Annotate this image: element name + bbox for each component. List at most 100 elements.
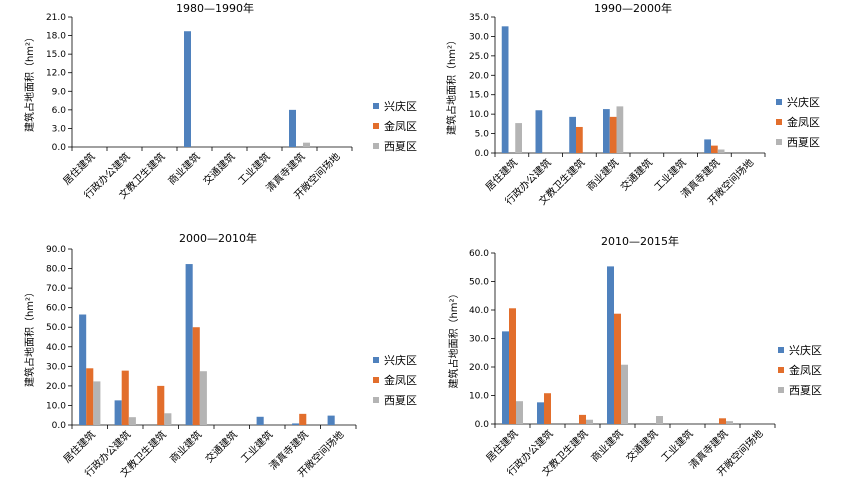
bar-金凤区-居住建筑: [86, 368, 94, 425]
bar-西夏区-清真寺建筑: [303, 142, 310, 147]
bar-兴庆区-行政办公建筑: [537, 402, 544, 424]
legend-swatch: [373, 377, 379, 383]
legend-label: 金凤区: [789, 363, 822, 377]
y-tick-label: 15.0: [46, 50, 66, 60]
bar-金凤区-行政办公建筑: [121, 370, 129, 425]
y-tick-label: 30.0: [46, 362, 66, 372]
y-tick-label: 25.0: [469, 52, 489, 62]
y-tick-label: 12.0: [46, 69, 66, 79]
bar-金凤区-居住建筑: [509, 308, 516, 424]
y-tick-label: 50.0: [46, 323, 66, 333]
legend-swatch: [778, 367, 784, 373]
y-axis-label: 建筑占地面积（hm²）: [447, 288, 460, 388]
bar-金凤区-行政办公建筑: [544, 393, 551, 424]
bar-金凤区-商业建筑: [614, 313, 621, 424]
legend-label: 西夏区: [384, 140, 417, 153]
bar-兴庆区-清真寺建筑: [292, 423, 300, 425]
bar-兴庆区-清真寺建筑: [289, 109, 296, 147]
bar-西夏区-居住建筑: [515, 123, 522, 153]
y-tick-label: 6.0: [52, 106, 67, 116]
x-category-label: 交通建筑: [618, 156, 655, 193]
legend-label: 西夏区: [787, 136, 820, 149]
bar-兴庆区-工业建筑: [256, 416, 264, 425]
legend-swatch: [373, 123, 379, 129]
legend-swatch: [776, 99, 782, 105]
y-tick-label: 20.0: [469, 71, 489, 81]
y-axis-label: 建筑占地面积（hm²）: [23, 287, 36, 387]
y-tick-label: 30.0: [469, 32, 489, 42]
x-category-label: 居住建筑: [60, 150, 97, 187]
y-tick-label: 15.0: [469, 91, 489, 101]
y-tick-label: 3.0: [52, 124, 67, 134]
bar-兴庆区-居住建筑: [79, 314, 87, 425]
y-tick-label: 40.0: [469, 306, 489, 316]
legend-label: 兴庆区: [384, 99, 417, 113]
chart-panel-3: 2000—2010年 0.0 10.0 20.0 30.0 40.0 50.0 60.0 70.…: [23, 231, 417, 480]
x-category-label: 交通建筑: [623, 427, 660, 464]
legend-swatch: [373, 103, 379, 109]
bar-西夏区-居住建筑: [93, 381, 101, 425]
bar-兴庆区-居住建筑: [502, 331, 509, 424]
y-tick-label: 10.0: [46, 401, 66, 411]
bar-兴庆区-行政办公建筑: [535, 110, 543, 153]
y-tick-label: 9.0: [52, 87, 67, 97]
y-tick-label: 80.0: [46, 265, 66, 275]
bar-兴庆区-商业建筑: [603, 109, 610, 153]
legend-label: 金凤区: [384, 373, 417, 387]
chart-panel-1: 1980—1990年 0.0 3.0 6.0 9.0 12.0 15.0 18.0 21.0 居住…: [23, 1, 417, 202]
bar-兴庆区-开敞空间场地: [327, 415, 335, 425]
y-tick-label: 50.0: [469, 278, 489, 288]
legend-label: 兴庆区: [787, 95, 820, 109]
x-category-label: 商业建筑: [165, 150, 202, 187]
bar-西夏区-文教卫生建筑: [164, 413, 172, 425]
bar-金凤区-清真寺建筑: [711, 145, 718, 153]
bar-兴庆区-清真寺建筑: [704, 139, 711, 153]
legend-swatch: [778, 387, 784, 393]
chart-title: 1990—2000年: [594, 1, 672, 15]
bar-金凤区-文教卫生建筑: [157, 385, 165, 425]
legend-label: 金凤区: [787, 115, 820, 129]
chart-panel-4: 2010—2015年 0.0 10.0 20.0 30.0 40.0 50.0 60.0 居住建…: [447, 234, 822, 479]
legend-swatch: [776, 119, 782, 125]
y-axis-label: 建筑占地面积（hm²）: [445, 35, 458, 135]
x-category-label: 交通建筑: [202, 428, 239, 465]
x-category-label: 商业建筑: [584, 156, 621, 193]
y-tick-label: 70.0: [46, 284, 66, 294]
chart-title: 2010—2015年: [601, 234, 679, 248]
bar-兴庆区-商业建筑: [184, 31, 191, 147]
legend-label: 西夏区: [789, 384, 822, 397]
bar-西夏区-清真寺建筑: [717, 149, 725, 153]
bar-西夏区-商业建筑: [616, 106, 624, 153]
chart-title: 2000—2010年: [179, 231, 257, 245]
y-tick-label: 18.0: [46, 32, 66, 42]
x-category-label: 工业建筑: [238, 428, 275, 465]
bar-西夏区-商业建筑: [621, 364, 628, 424]
y-tick-label: 60.0: [469, 249, 489, 259]
x-category-label: 商业建筑: [167, 428, 204, 465]
legend-label: 兴庆区: [384, 353, 417, 367]
bar-兴庆区-居住建筑: [501, 26, 509, 153]
bar-西夏区-行政办公建筑: [128, 417, 136, 425]
legend-label: 西夏区: [384, 394, 417, 407]
y-tick-label: 10.0: [469, 110, 489, 120]
legend-swatch: [778, 347, 784, 353]
y-tick-label: 20.0: [469, 363, 489, 373]
bar-西夏区-文教卫生建筑: [586, 419, 593, 424]
bar-西夏区-交通建筑: [656, 416, 663, 424]
y-tick-label: 0.0: [52, 143, 67, 153]
x-category-label: 工业建筑: [658, 427, 695, 464]
bar-金凤区-文教卫生建筑: [576, 126, 583, 153]
x-category-label: 商业建筑: [588, 427, 625, 464]
bar-金凤区-商业建筑: [609, 116, 617, 153]
y-tick-label: 40.0: [46, 343, 66, 353]
bar-金凤区-商业建筑: [192, 327, 200, 425]
bar-西夏区-居住建筑: [516, 401, 523, 424]
legend-label: 兴庆区: [789, 343, 822, 357]
bar-金凤区-文教卫生建筑: [579, 414, 586, 424]
y-tick-label: 60.0: [46, 304, 66, 314]
y-tick-label: 0.0: [475, 149, 490, 159]
bar-兴庆区-商业建筑: [185, 264, 193, 425]
y-tick-label: 10.0: [469, 392, 489, 402]
bar-金凤区-清真寺建筑: [299, 413, 307, 425]
